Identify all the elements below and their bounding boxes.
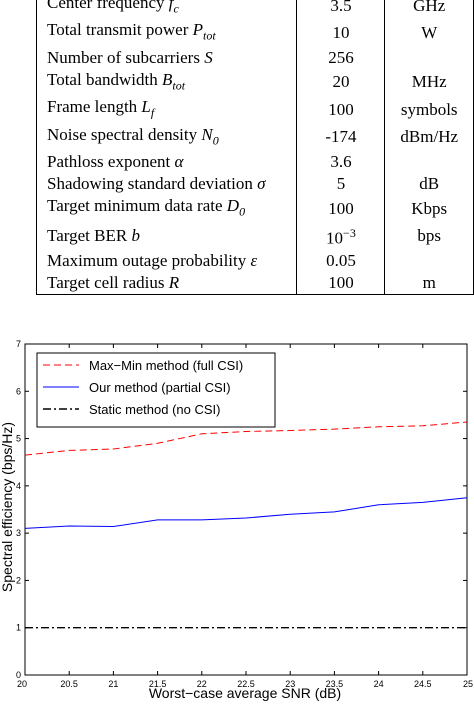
param-symbol: N (201, 124, 213, 144)
param-value: 20 (296, 68, 386, 97)
param-subscript: c (173, 1, 179, 16)
param-name: Number of subcarriers S (47, 47, 213, 67)
x-axis-label: Worst−case average SNR (dB) (149, 685, 341, 701)
param-subscript: 0 (212, 132, 219, 147)
param-symbol: B (161, 69, 173, 89)
parameter-table: Center frequency fc 3.5 GHz Total transmit … (36, 0, 474, 295)
spectral-efficiency-chart: 20 20.5 21 21.5 22 22.5 23 23.5 24 24.5 2501234567… (0, 339, 473, 701)
y-axis-label: Spectral efficiency (bps/Hz) (0, 422, 15, 592)
y-tick-label: 2 (16, 575, 21, 585)
legend-label: Max−Min method (full CSI) (89, 358, 243, 373)
x-tick-label: 20.5 (60, 679, 78, 689)
param-unit: symbols (400, 99, 458, 119)
param-value: 5 (296, 172, 386, 195)
legend-label: Static method (no CSI) (89, 402, 221, 417)
x-tick-label: 23 (285, 679, 295, 689)
param-subscript: f (150, 105, 155, 120)
param-unit: bps (417, 226, 442, 246)
table-row: Center frequency fc 3.5 GHz (37, 0, 474, 20)
param-value: 10 (296, 19, 386, 47)
param-symbol: D (226, 195, 240, 215)
x-tick-label: 25 (463, 679, 473, 689)
table-row: Total bandwidth Btot 20 MHz (37, 68, 474, 97)
param-symbol: α (174, 151, 184, 171)
table-row: Target minimum data rate D0 100 Kbps (37, 194, 474, 223)
param-unit: Kbps (411, 198, 448, 218)
param-unit (385, 250, 474, 272)
param-name: Center frequency fc (37, 0, 297, 19)
param-value: 3.6 (296, 150, 386, 173)
param-subscript: 0 (239, 204, 246, 219)
y-tick-label: 5 (16, 434, 21, 444)
series-line-2 (24, 497, 468, 529)
param-value: 0.05 (296, 250, 386, 272)
param-value: -174 (296, 123, 386, 151)
param-symbol: S (204, 47, 213, 67)
y-tick-label: 7 (16, 339, 21, 349)
param-value: 10−3 (296, 222, 386, 250)
y-tick-label: 6 (16, 386, 21, 396)
param-symbol: P (192, 20, 204, 40)
x-tick-label: 22 (197, 679, 207, 689)
series-line-1 (24, 421, 468, 456)
param-name: Pathloss exponent α (47, 151, 184, 171)
param-symbol: ε (250, 251, 258, 270)
x-tick-label: 24 (374, 679, 384, 689)
param-name: Target BER b (47, 226, 140, 246)
table-row: Target cell radius R 100 m (36, 272, 474, 295)
param-value-exponent: −3 (343, 226, 356, 241)
table-row: Pathloss exponent α 3.6 (37, 150, 474, 173)
param-name: Target minimum data rate D0 (47, 195, 246, 219)
param-value: 100 (296, 96, 386, 124)
x-tick-label: 21 (108, 679, 118, 689)
y-tick-label: 3 (16, 528, 21, 538)
table-row: Frame length Lf 100 symbols (37, 96, 474, 124)
param-name: Frame length Lf (47, 97, 155, 120)
param-unit: m (384, 272, 474, 295)
param-unit (385, 47, 474, 69)
table-row: Target BER b 10−3 bps (37, 222, 474, 250)
table-row: Number of subcarriers S 256 (37, 46, 474, 69)
table-row: Noise spectral density N0 -174 dBm/Hz (37, 123, 474, 151)
param-name: Noise spectral density N0 (47, 124, 219, 147)
param-symbol: b (131, 226, 140, 246)
x-tick-label: 22.5 (237, 679, 255, 689)
table-row: Shadowing standard deviation σ 5 dB (37, 172, 474, 195)
legend-label: Our method (partial CSI) (89, 380, 231, 395)
y-tick-label: 0 (16, 670, 21, 680)
param-symbol: L (141, 97, 151, 117)
x-tick-label: 24.5 (414, 679, 432, 689)
param-unit: MHz (411, 72, 447, 92)
y-tick-label: 1 (16, 623, 21, 633)
param-subscript: tot (172, 78, 186, 93)
param-symbol: f (168, 0, 174, 12)
param-value: 3.5 (296, 0, 386, 20)
y-tick-label: 4 (16, 481, 21, 491)
param-value: 256 (296, 46, 386, 69)
param-value: 100 (296, 272, 386, 295)
param-name: Total transmit power Ptot (47, 20, 216, 43)
x-tick-label: 20 (17, 679, 27, 689)
param-subscript: tot (203, 28, 216, 43)
param-unit (385, 151, 474, 173)
param-unit: dB (419, 173, 440, 193)
param-symbol: R (168, 273, 180, 292)
param-name: Target cell radius R (36, 272, 297, 295)
x-tick-label: 23.5 (326, 679, 344, 689)
param-value: 100 (296, 194, 386, 223)
param-name: Total bandwidth Btot (47, 69, 186, 93)
param-symbol: σ (257, 173, 266, 193)
param-name: Maximum outage probability ε (47, 251, 258, 270)
param-name: Shadowing standard deviation σ (47, 173, 266, 193)
param-unit: W (421, 23, 438, 43)
param-unit: dBm/Hz (400, 127, 459, 147)
table-row: Maximum outage probability ε 0.05 (37, 250, 474, 272)
param-unit: GHz (413, 0, 446, 15)
table-row: Total transmit power Ptot 10 W (37, 19, 474, 47)
x-tick-label: 21.5 (149, 679, 167, 689)
